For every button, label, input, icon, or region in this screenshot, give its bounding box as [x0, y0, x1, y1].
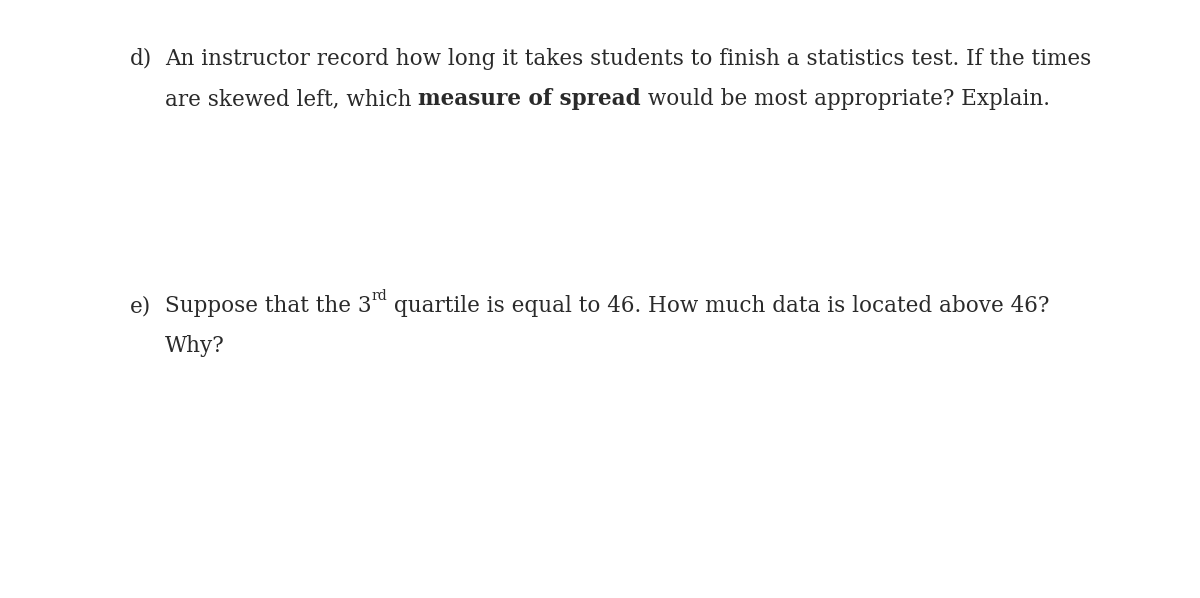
Text: Suppose that the 3: Suppose that the 3 — [166, 295, 372, 317]
Text: d): d) — [130, 48, 152, 70]
Text: e): e) — [130, 295, 151, 317]
Text: measure of spread: measure of spread — [419, 88, 641, 110]
Text: are skewed left, which: are skewed left, which — [166, 88, 419, 110]
Text: quartile is equal to 46. How much data is located above 46?: quartile is equal to 46. How much data i… — [388, 295, 1050, 317]
Text: Why?: Why? — [166, 335, 224, 357]
Text: An instructor record how long it takes students to finish a statistics test. If : An instructor record how long it takes s… — [166, 48, 1091, 70]
Text: rd: rd — [372, 289, 388, 303]
Text: would be most appropriate? Explain.: would be most appropriate? Explain. — [641, 88, 1050, 110]
